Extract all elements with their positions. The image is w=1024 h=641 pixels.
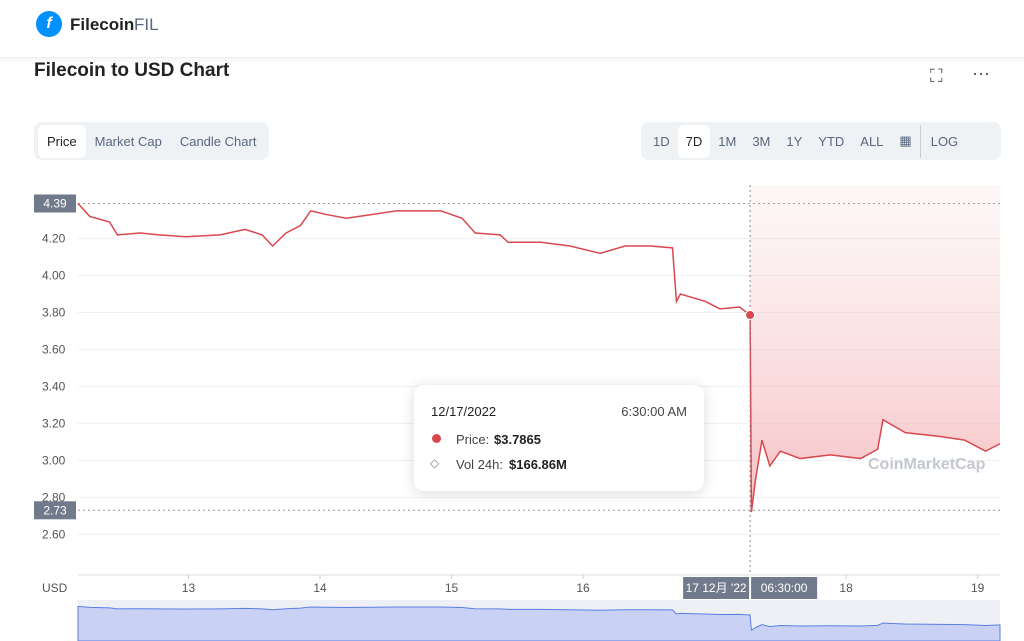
y-tick-label: 2.80	[42, 490, 66, 504]
navigator-area	[77, 605, 1001, 641]
tooltip-price: $3.7865	[494, 432, 541, 447]
tooltip-date: 12/17/2022	[431, 404, 497, 419]
hover-point	[745, 310, 756, 321]
watermark: CoinMarketCap	[868, 456, 986, 473]
range-button[interactable]: 7D	[677, 124, 711, 158]
y-tick-label: 3.60	[42, 343, 66, 357]
range-button[interactable]: ALL	[860, 133, 884, 149]
highlight-area	[750, 185, 1000, 513]
marker-box	[34, 194, 76, 213]
x-tick-label: 14	[313, 581, 327, 595]
marker-box	[34, 501, 76, 520]
chart-title: Filecoin to USD Chart	[34, 60, 230, 81]
tooltip-dot	[432, 434, 441, 443]
range-button[interactable]: 1D	[653, 133, 670, 149]
x-tick-label: 18	[839, 581, 853, 595]
marker-label: 4.39	[43, 196, 67, 210]
logo: f	[36, 11, 62, 37]
y-tick-label: 4.20	[42, 232, 66, 246]
chart-tabs: Price Market Cap Candle Chart	[34, 122, 270, 160]
tooltip-volume: $166.86M	[509, 457, 567, 472]
crosshair-date-box	[683, 577, 750, 599]
y-tick-label: 3.00	[42, 453, 66, 467]
header: f Filecoin FIL	[0, 0, 1024, 58]
x-tick-label: 19	[971, 581, 985, 595]
y-tick-label: 4.00	[42, 269, 66, 283]
tab[interactable]: Market Cap	[94, 133, 162, 149]
tooltip: 12/17/2022 6:30:00 AM Price: $3.7865 ◇ V…	[414, 385, 704, 491]
y-tick-label: 3.20	[42, 416, 66, 430]
price-line	[77, 202, 1001, 513]
coin-symbol: FIL	[134, 15, 159, 34]
range-button[interactable]: YTD	[818, 133, 845, 149]
range-button[interactable]: 1Y	[786, 133, 803, 149]
calendar-button[interactable]: ▦	[899, 133, 912, 148]
marker-label: 2.73	[43, 503, 67, 517]
tooltip-volume-icon: ◇	[430, 456, 440, 470]
tooltip-time: 6:30:00 AM	[621, 404, 687, 419]
y-unit: USD	[42, 581, 68, 595]
y-tick-label: 3.40	[42, 379, 66, 393]
x-tick-label: 16	[576, 581, 590, 595]
range-button[interactable]: 1M	[718, 133, 737, 149]
crosshair-time-box	[751, 577, 818, 599]
crosshair-date: 17 12月 '22	[686, 581, 747, 595]
range-button[interactable]: LOG	[919, 124, 966, 158]
range-buttons: 1D 7D 1M 3M 1Y YTD ALL ▦ LOG	[641, 122, 1001, 160]
tooltip-price-label: Price:	[456, 432, 490, 447]
x-tick-label: 15	[445, 581, 459, 595]
tab[interactable]: Candle Chart	[179, 133, 257, 149]
crosshair-time: 06:30:00	[761, 581, 808, 595]
x-tick-label: 13	[182, 581, 196, 595]
y-tick-label: 3.80	[42, 306, 66, 320]
coin-name: Filecoin	[70, 15, 135, 34]
more-button[interactable]: ⋯	[972, 64, 990, 84]
tab[interactable]: Price	[38, 124, 86, 158]
fullscreen-button[interactable]: ⛶	[930, 66, 943, 86]
y-tick-label: 2.60	[42, 527, 66, 541]
range-button[interactable]: 3M	[752, 133, 771, 149]
tooltip-volume-label: Vol 24h:	[456, 457, 503, 472]
